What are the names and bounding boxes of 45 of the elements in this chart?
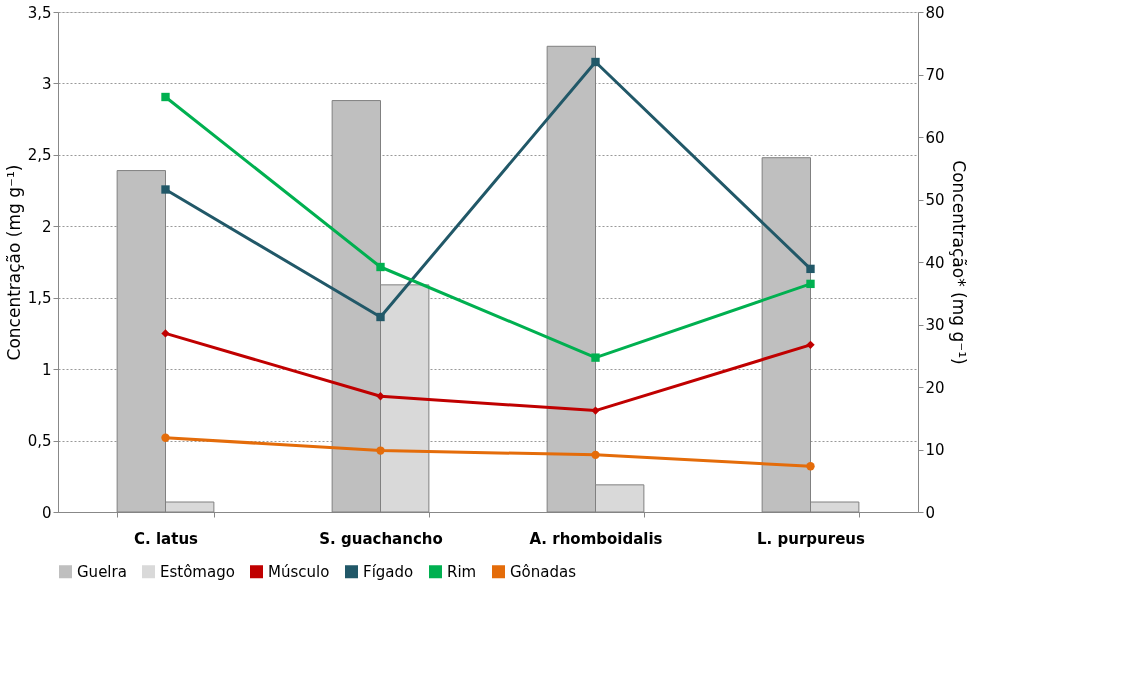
- point: [376, 312, 385, 322]
- y-tick-label: 3: [41, 74, 52, 93]
- x-tick-label: A. rhomboidalis: [529, 529, 663, 548]
- point: [161, 433, 170, 442]
- point: [806, 279, 815, 289]
- y2-tick-label: 10: [925, 441, 945, 459]
- legend-label: Gônadas: [510, 562, 577, 581]
- point: [806, 264, 815, 274]
- y-axis-title: Concentração (mg g⁻¹): [3, 164, 24, 361]
- x-tick-label: S. guachancho: [319, 529, 443, 548]
- y2-tick-label: 20: [925, 378, 945, 397]
- y-tick-label: 2,5: [27, 146, 52, 165]
- legend-label: Rim: [447, 562, 477, 581]
- legend-label: Fígado: [363, 562, 414, 581]
- point: [806, 340, 815, 350]
- point: [161, 185, 170, 194]
- y-tick-label: 1: [41, 360, 52, 379]
- y-tick-label: 2: [41, 217, 52, 236]
- legend-label: Estômago: [160, 562, 235, 581]
- legend-label: Guelra: [77, 562, 127, 581]
- y2-tick-label: 40: [925, 253, 945, 272]
- point: [376, 262, 385, 272]
- y2-tick-label: 60: [925, 128, 945, 147]
- point: [591, 450, 600, 460]
- y-tick-label: 3,5: [27, 3, 52, 22]
- point: [806, 462, 815, 471]
- point: [591, 406, 600, 415]
- y-tick-label: 0,5: [27, 432, 52, 451]
- point: [591, 353, 600, 362]
- x-tick-label: L. purpureus: [757, 529, 866, 548]
- y-tick-label: 1,5: [27, 289, 52, 308]
- y2-tick-label: 0: [925, 503, 936, 522]
- y2-tick-label: 70: [925, 66, 945, 84]
- y2-axis-title: Concentração* (mg g⁻¹): [948, 160, 969, 365]
- y2-tick-label: 80: [925, 3, 945, 22]
- point: [376, 446, 385, 455]
- point: [161, 329, 170, 338]
- x-tick-label: C. latus: [134, 529, 199, 548]
- y2-tick-label: 30: [925, 316, 945, 334]
- y2-tick-label: 50: [925, 191, 945, 209]
- point: [376, 392, 385, 401]
- y-tick-label: 0: [41, 503, 52, 522]
- legend-label: Músculo: [268, 562, 330, 581]
- point: [161, 92, 170, 102]
- point: [591, 57, 600, 67]
